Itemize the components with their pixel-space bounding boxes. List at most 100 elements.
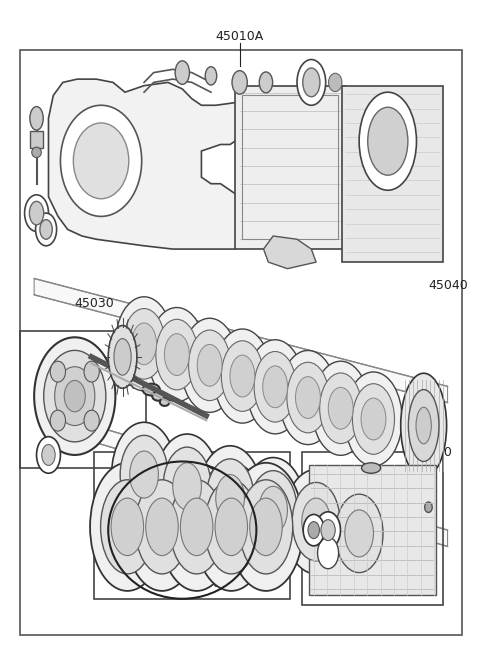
Ellipse shape bbox=[228, 463, 303, 591]
Text: 45030: 45030 bbox=[74, 297, 114, 310]
Ellipse shape bbox=[111, 498, 144, 555]
Ellipse shape bbox=[321, 519, 335, 540]
Text: 45040: 45040 bbox=[429, 278, 468, 291]
Ellipse shape bbox=[320, 373, 362, 443]
Ellipse shape bbox=[55, 367, 95, 426]
Ellipse shape bbox=[345, 510, 373, 557]
Ellipse shape bbox=[120, 436, 168, 514]
Ellipse shape bbox=[416, 407, 432, 444]
Ellipse shape bbox=[284, 470, 348, 574]
Ellipse shape bbox=[29, 201, 44, 225]
Ellipse shape bbox=[280, 245, 290, 255]
Ellipse shape bbox=[108, 326, 137, 388]
Ellipse shape bbox=[328, 387, 353, 429]
Bar bbox=[30, 132, 43, 148]
Bar bbox=[94, 452, 290, 599]
Ellipse shape bbox=[115, 297, 173, 391]
Bar bbox=[20, 331, 146, 468]
Ellipse shape bbox=[361, 463, 381, 474]
Ellipse shape bbox=[163, 447, 211, 525]
Ellipse shape bbox=[335, 494, 383, 572]
Ellipse shape bbox=[90, 463, 165, 591]
Ellipse shape bbox=[125, 463, 199, 591]
Ellipse shape bbox=[326, 481, 392, 586]
Ellipse shape bbox=[232, 71, 247, 94]
Ellipse shape bbox=[156, 319, 198, 390]
Ellipse shape bbox=[40, 219, 52, 239]
Polygon shape bbox=[264, 236, 316, 269]
Ellipse shape bbox=[316, 512, 340, 548]
Ellipse shape bbox=[359, 92, 417, 190]
Ellipse shape bbox=[132, 323, 156, 365]
Text: 45050: 45050 bbox=[413, 447, 453, 460]
Ellipse shape bbox=[214, 329, 271, 423]
Ellipse shape bbox=[240, 458, 306, 562]
Ellipse shape bbox=[345, 372, 402, 466]
Ellipse shape bbox=[205, 67, 216, 85]
Ellipse shape bbox=[302, 498, 330, 545]
Ellipse shape bbox=[159, 463, 234, 591]
Ellipse shape bbox=[352, 384, 395, 455]
Polygon shape bbox=[48, 79, 249, 249]
Ellipse shape bbox=[36, 437, 60, 474]
Text: 45010A: 45010A bbox=[216, 30, 264, 43]
Ellipse shape bbox=[152, 392, 165, 401]
Ellipse shape bbox=[215, 498, 248, 555]
Text: 45060: 45060 bbox=[181, 577, 221, 590]
Ellipse shape bbox=[44, 350, 106, 442]
Bar bbox=[242, 96, 337, 239]
Ellipse shape bbox=[64, 381, 85, 412]
Ellipse shape bbox=[279, 350, 336, 445]
Bar bbox=[342, 86, 443, 262]
Ellipse shape bbox=[287, 362, 329, 433]
Ellipse shape bbox=[254, 352, 296, 422]
Ellipse shape bbox=[263, 366, 288, 407]
Ellipse shape bbox=[280, 252, 290, 263]
Ellipse shape bbox=[303, 68, 320, 97]
Ellipse shape bbox=[135, 480, 189, 574]
Ellipse shape bbox=[259, 486, 288, 533]
Ellipse shape bbox=[198, 446, 263, 550]
Ellipse shape bbox=[297, 60, 326, 105]
Circle shape bbox=[425, 502, 432, 512]
Ellipse shape bbox=[180, 498, 213, 555]
Ellipse shape bbox=[181, 318, 238, 413]
Ellipse shape bbox=[303, 514, 324, 546]
Ellipse shape bbox=[36, 213, 57, 246]
Ellipse shape bbox=[221, 341, 264, 411]
Ellipse shape bbox=[114, 339, 131, 375]
Ellipse shape bbox=[101, 480, 154, 574]
Ellipse shape bbox=[292, 482, 340, 561]
Ellipse shape bbox=[165, 333, 189, 375]
Polygon shape bbox=[82, 422, 447, 546]
Ellipse shape bbox=[175, 61, 190, 84]
Ellipse shape bbox=[30, 107, 43, 130]
Ellipse shape bbox=[259, 72, 273, 93]
Ellipse shape bbox=[24, 195, 48, 231]
Ellipse shape bbox=[361, 398, 386, 440]
Ellipse shape bbox=[328, 73, 342, 92]
Ellipse shape bbox=[401, 373, 446, 478]
Ellipse shape bbox=[143, 384, 160, 396]
Ellipse shape bbox=[42, 445, 55, 466]
Circle shape bbox=[84, 410, 99, 431]
Circle shape bbox=[84, 361, 99, 382]
Bar bbox=[302, 452, 443, 605]
Polygon shape bbox=[34, 278, 447, 403]
Ellipse shape bbox=[146, 498, 178, 555]
Ellipse shape bbox=[230, 355, 255, 397]
Ellipse shape bbox=[34, 337, 115, 455]
Ellipse shape bbox=[32, 147, 41, 158]
Ellipse shape bbox=[160, 398, 169, 406]
Bar bbox=[235, 86, 345, 249]
Ellipse shape bbox=[318, 537, 338, 569]
Ellipse shape bbox=[155, 434, 219, 538]
Ellipse shape bbox=[250, 498, 282, 555]
Ellipse shape bbox=[312, 361, 370, 455]
Ellipse shape bbox=[247, 340, 304, 434]
Bar bbox=[20, 50, 462, 635]
Ellipse shape bbox=[408, 390, 439, 462]
Ellipse shape bbox=[189, 330, 231, 401]
Circle shape bbox=[50, 410, 66, 431]
Ellipse shape bbox=[239, 480, 293, 574]
